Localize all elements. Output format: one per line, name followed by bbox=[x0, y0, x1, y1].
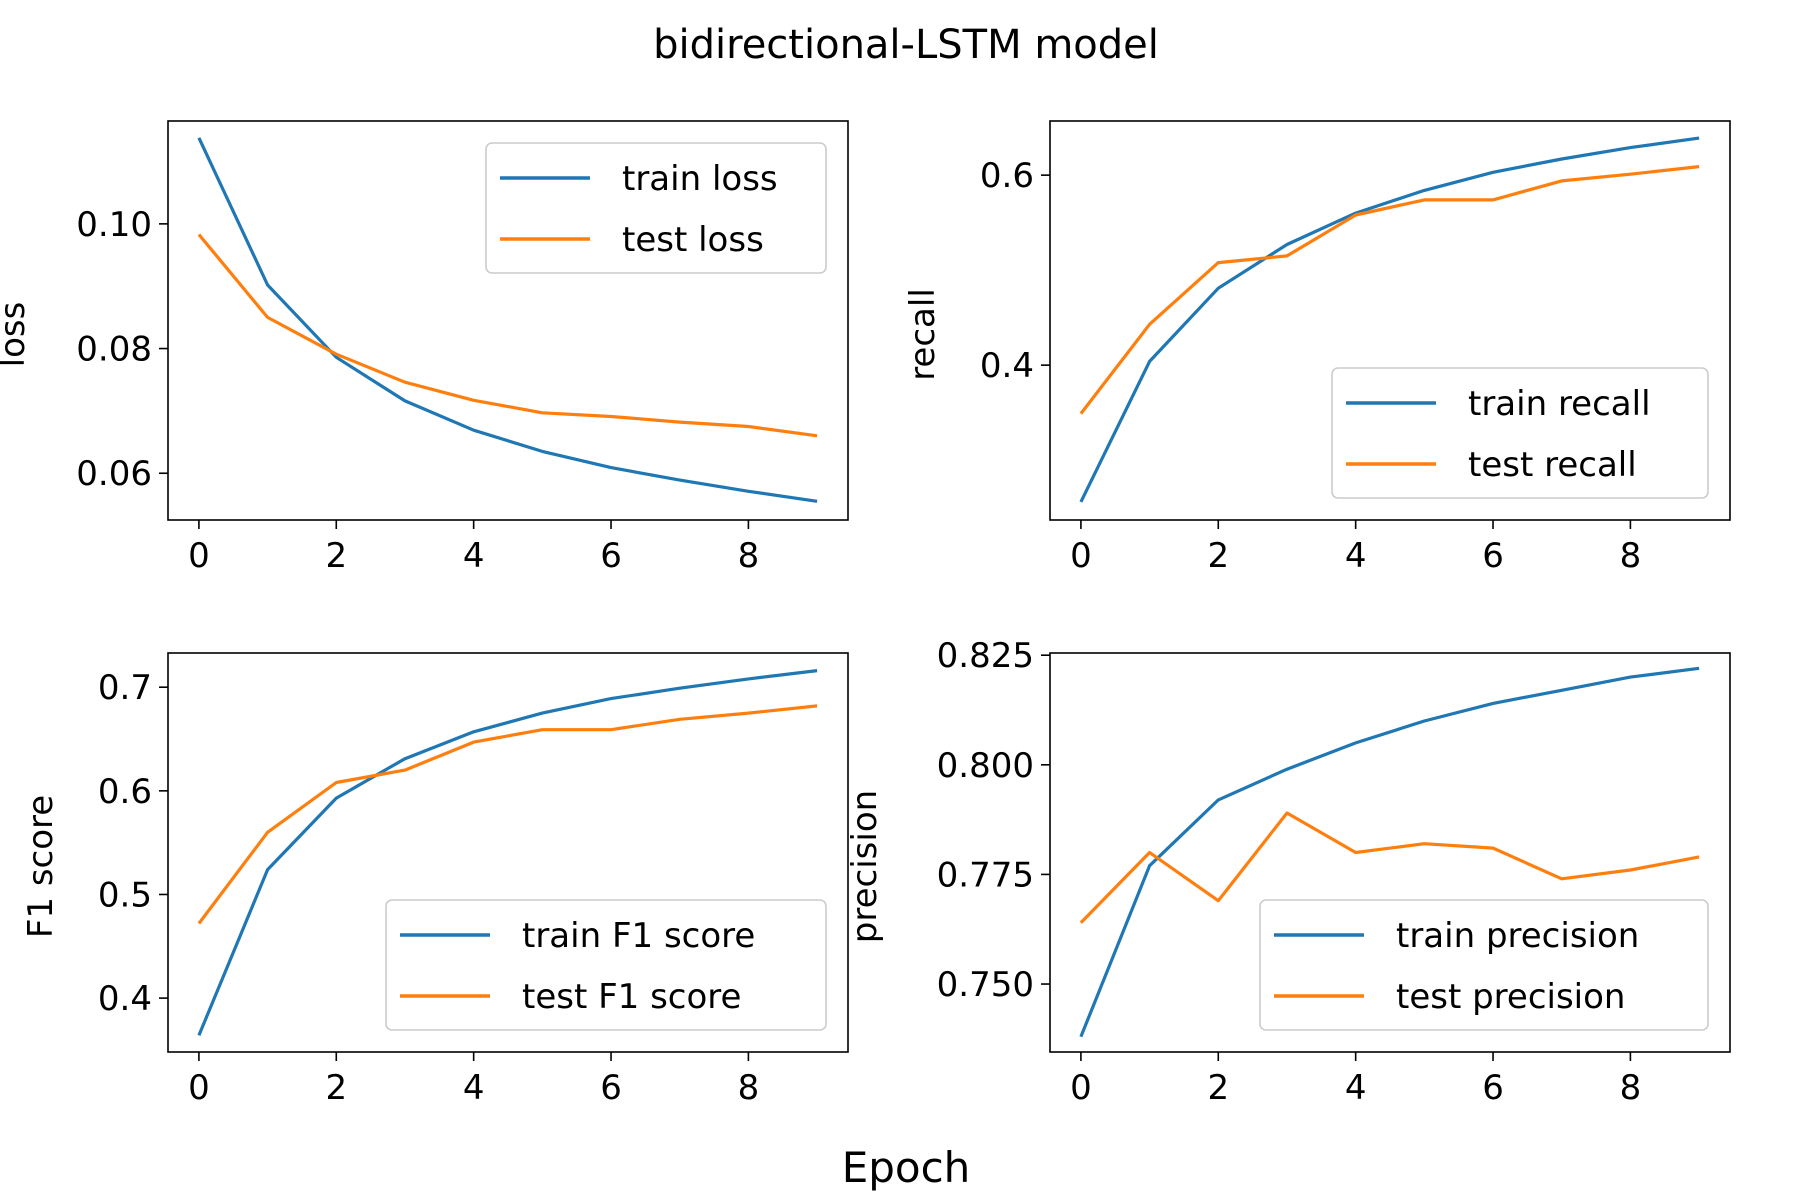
precision-subplot: 0 2 4 6 8 0.750 0.775 0.800 0.825 precision train … bbox=[845, 636, 1731, 1108]
y-tick-label: 0.775 bbox=[937, 855, 1034, 895]
axes-frame bbox=[167, 652, 849, 1053]
x-tick-label: 6 bbox=[1482, 1068, 1504, 1108]
y-tick-label: 0.800 bbox=[937, 746, 1034, 786]
axes-frame bbox=[167, 120, 849, 521]
loss-subplot: 0 2 4 6 8 0.06 0.08 0.10 loss train loss test loss bbox=[0, 120, 849, 576]
x-tick-label: 6 bbox=[1482, 536, 1504, 576]
y-tick-label: 0.08 bbox=[76, 330, 152, 370]
legend: train loss test loss bbox=[485, 142, 827, 274]
y-tick-label: 0.06 bbox=[76, 454, 152, 494]
axes-frame bbox=[1049, 652, 1731, 1053]
legend-entry: test loss bbox=[622, 220, 764, 260]
x-tick-label: 8 bbox=[738, 1068, 760, 1108]
legend-entry: test precision bbox=[1396, 977, 1625, 1017]
x-tick-label: 0 bbox=[188, 1068, 210, 1108]
figure-title: bidirectional-LSTM model bbox=[653, 22, 1159, 68]
legend-entry: train loss bbox=[622, 159, 778, 199]
x-tick-label: 0 bbox=[1070, 536, 1092, 576]
x-tick-label: 4 bbox=[463, 536, 485, 576]
x-tick-label: 4 bbox=[463, 1068, 485, 1108]
x-tick-label: 2 bbox=[1207, 1068, 1229, 1108]
y-axis-label: precision bbox=[845, 790, 885, 943]
x-tick-label: 8 bbox=[1620, 1068, 1642, 1108]
recall-subplot: 0 2 4 6 8 0.4 0.6 recall train recall test recall bbox=[903, 120, 1731, 576]
train-series-line bbox=[1079, 666, 1700, 1038]
y-axis-label: loss bbox=[0, 302, 33, 368]
y-tick-label: 0.5 bbox=[98, 875, 152, 915]
legend-box bbox=[385, 899, 827, 1031]
legend-entry: test recall bbox=[1468, 445, 1637, 485]
x-tick-label: 8 bbox=[738, 536, 760, 576]
test-series-line bbox=[1079, 165, 1700, 415]
f1-score-subplot: 0 2 4 6 80.40.50.60.7F1 score train F1 scoret… bbox=[21, 652, 849, 1108]
x-tick-label: 6 bbox=[600, 536, 622, 576]
x-tick-label: 2 bbox=[1207, 536, 1229, 576]
x-tick-label: 0 bbox=[188, 536, 210, 576]
test-series-line bbox=[1079, 811, 1700, 924]
figure-xlabel: Epoch bbox=[842, 1143, 971, 1192]
x-tick-label: 4 bbox=[1345, 1068, 1367, 1108]
x-tick-label: 2 bbox=[325, 536, 347, 576]
x-tick-label: 4 bbox=[1345, 536, 1367, 576]
y-tick-label: 0.10 bbox=[76, 205, 152, 245]
x-tick-label: 6 bbox=[600, 1068, 622, 1108]
y-axis-label: recall bbox=[903, 288, 943, 381]
axes-frame bbox=[1049, 120, 1731, 521]
train-series-line bbox=[1079, 136, 1700, 503]
legend: train precision test precision bbox=[1259, 899, 1709, 1031]
x-tick-label: 8 bbox=[1620, 536, 1642, 576]
x-tick-label: 0 bbox=[1070, 1068, 1092, 1108]
x-tick-label: 2 bbox=[325, 1068, 347, 1108]
y-tick-label: 0.750 bbox=[937, 965, 1034, 1005]
y-tick-label: 0.825 bbox=[937, 636, 1034, 676]
legend-entry: train recall bbox=[1468, 384, 1651, 424]
legend-entry: train F1 score bbox=[522, 916, 755, 956]
legend-entry: test F1 score bbox=[522, 977, 741, 1017]
test-series-line bbox=[197, 233, 818, 438]
legend: train F1 score test F1 score bbox=[385, 899, 827, 1031]
test-series-line bbox=[197, 704, 818, 925]
train-series-line bbox=[197, 669, 818, 1037]
legend: train recall test recall bbox=[1331, 367, 1709, 499]
y-tick-label: 0.4 bbox=[980, 346, 1034, 386]
y-tick-label: 0.4 bbox=[98, 979, 152, 1019]
legend-entry: train precision bbox=[1396, 916, 1639, 956]
y-tick-label: 0.7 bbox=[98, 668, 152, 708]
y-tick-label: 0.6 bbox=[980, 156, 1034, 196]
train-series-line bbox=[197, 137, 818, 503]
y-axis-label: F1 score bbox=[21, 795, 61, 938]
y-tick-label: 0.6 bbox=[98, 772, 152, 812]
legend-box bbox=[1259, 899, 1709, 1031]
